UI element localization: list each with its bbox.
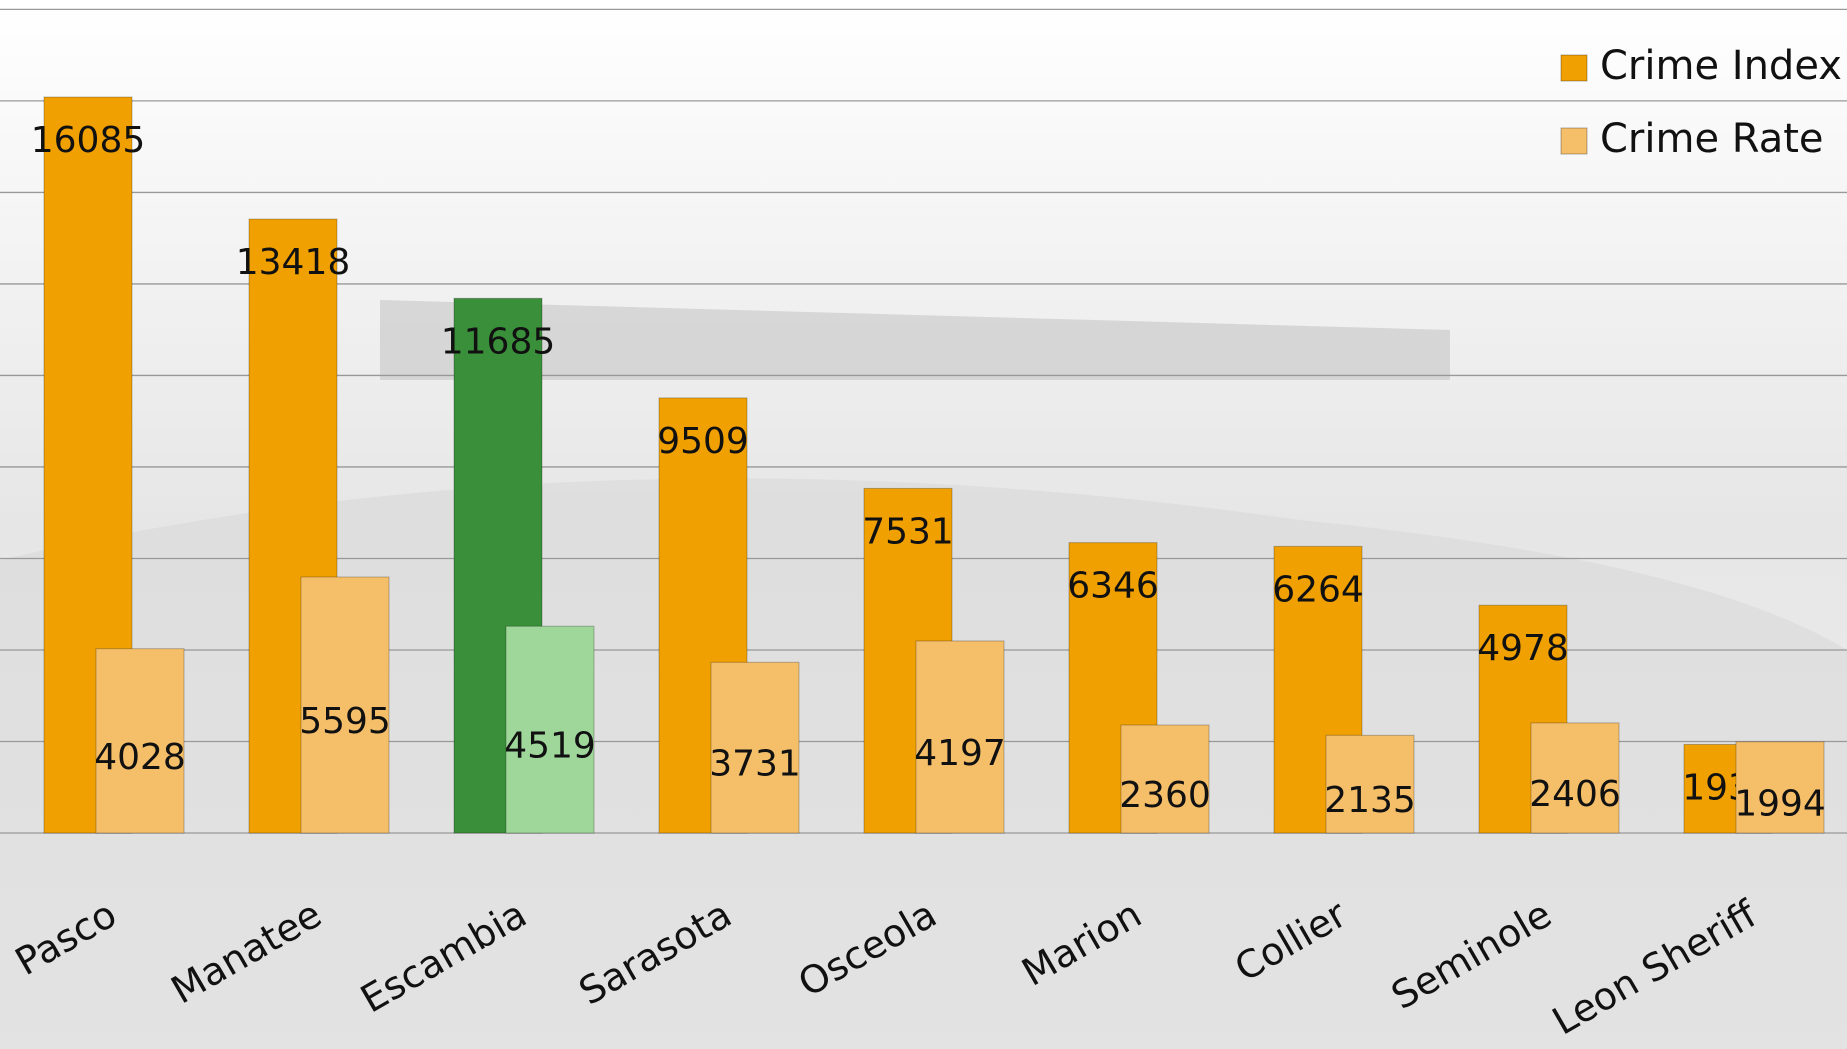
- bar: [95, 648, 185, 834]
- value-label: 4519: [504, 726, 596, 767]
- legend-label: Crime Rate: [1600, 116, 1824, 162]
- value-label: 5595: [299, 701, 391, 742]
- bar: [1120, 724, 1210, 834]
- value-label: 16085: [31, 120, 146, 161]
- bar: [710, 661, 800, 834]
- bar: [505, 625, 595, 834]
- value-label: 7531: [862, 511, 954, 552]
- value-label: 4978: [1477, 628, 1569, 669]
- bar: [1325, 734, 1415, 834]
- value-label: 13418: [236, 242, 351, 283]
- bar: [915, 640, 1005, 834]
- value-label: 1994: [1734, 783, 1826, 824]
- value-label: 4028: [94, 737, 186, 778]
- legend-swatch: [1560, 54, 1588, 82]
- value-label: 11685: [441, 321, 556, 362]
- value-label: 4197: [914, 733, 1006, 774]
- bar: [1735, 741, 1825, 834]
- value-label: 3731: [709, 744, 801, 785]
- value-label: 6264: [1272, 569, 1364, 610]
- bar: [1530, 722, 1620, 834]
- value-label: 2360: [1119, 775, 1211, 816]
- legend-swatch: [1560, 127, 1588, 155]
- bar: [300, 576, 390, 834]
- legend-label: Crime Index: [1600, 43, 1842, 89]
- value-label: 6346: [1067, 566, 1159, 607]
- background-shape: [380, 300, 1450, 380]
- value-label: 9509: [657, 421, 749, 462]
- value-label: 2406: [1529, 774, 1621, 815]
- value-label: 2135: [1324, 780, 1416, 821]
